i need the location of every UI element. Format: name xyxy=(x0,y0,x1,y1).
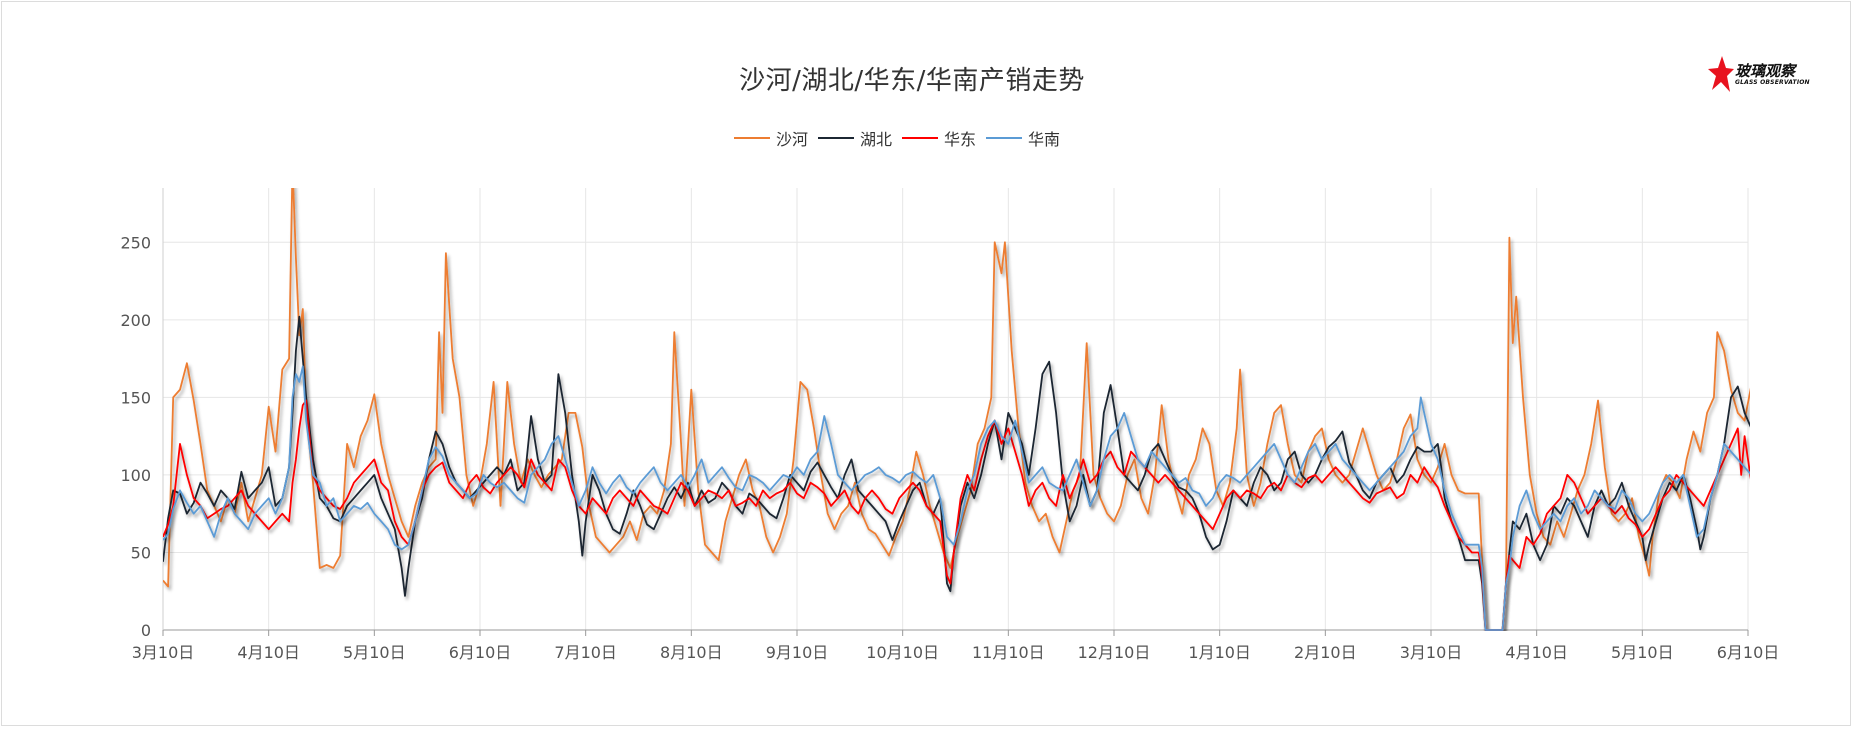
chart-axes: 0 50 100 150 200 250 3月10日 4月10日 5月10日 6月10日 7月10日… xyxy=(120,188,1779,662)
series-line-1 xyxy=(163,315,1750,631)
x-tick-label: 8月10日 xyxy=(660,643,723,662)
chart-legend: 沙河 湖北 华东 华南 xyxy=(2,126,1792,150)
x-tick-label: 11月10日 xyxy=(972,643,1045,662)
y-tick-label: 250 xyxy=(120,233,151,252)
legend-swatch-shahe xyxy=(733,137,770,139)
y-tick-label: 50 xyxy=(131,543,151,562)
x-tick-label: 6月10日 xyxy=(1717,643,1780,662)
legend-label-shahe: 沙河 xyxy=(775,130,808,149)
x-tick-label: 5月10日 xyxy=(1611,643,1674,662)
x-tick-label: 4月10日 xyxy=(1505,643,1568,662)
x-tick-label: 4月10日 xyxy=(237,643,300,662)
legend-item-shahe[interactable]: 沙河 xyxy=(733,126,808,150)
legend-label-huanan: 华南 xyxy=(1028,130,1061,149)
x-tick-label: 3月10日 xyxy=(1400,643,1463,662)
legend-swatch-huanan xyxy=(986,137,1023,139)
legend-swatch-huadong xyxy=(902,137,938,139)
chart-series xyxy=(163,188,1750,631)
y-tick-label: 150 xyxy=(120,388,151,407)
legend-swatch-hubei xyxy=(817,137,854,139)
x-tick-label: 9月10日 xyxy=(766,643,829,662)
legend-item-huadong[interactable]: 华东 xyxy=(902,126,976,150)
y-tick-label: 200 xyxy=(120,311,151,330)
x-tick-label: 6月10日 xyxy=(449,643,512,662)
legend-label-huadong: 华东 xyxy=(944,130,977,149)
logo-subtext: GLASS OBSERVATION xyxy=(1735,79,1810,86)
brand-logo: 玻璃观察 GLASS OBSERVATION xyxy=(1707,54,1827,96)
legend-item-hubei[interactable]: 湖北 xyxy=(817,126,892,150)
legend-label-hubei: 湖北 xyxy=(859,130,892,149)
x-tick-label: 5月10日 xyxy=(343,643,406,662)
chart-title: 沙河/湖北/华东/华南产销走势 xyxy=(739,66,1085,96)
x-tick-label: 12月10日 xyxy=(1078,643,1151,662)
x-tick-label: 10月10日 xyxy=(866,643,939,662)
series-line-3 xyxy=(163,365,1750,631)
legend-item-huanan[interactable]: 华南 xyxy=(986,126,1060,150)
x-tick-label: 7月10日 xyxy=(554,643,617,662)
y-tick-label: 0 xyxy=(141,621,151,640)
logo-text: 玻璃观察 xyxy=(1735,62,1796,80)
x-tick-label: 1月10日 xyxy=(1188,643,1251,662)
x-tick-label: 2月10日 xyxy=(1294,643,1357,662)
star-logo-icon xyxy=(1708,56,1734,92)
y-tick-label: 100 xyxy=(120,466,151,485)
x-tick-label: 3月10日 xyxy=(132,643,195,662)
